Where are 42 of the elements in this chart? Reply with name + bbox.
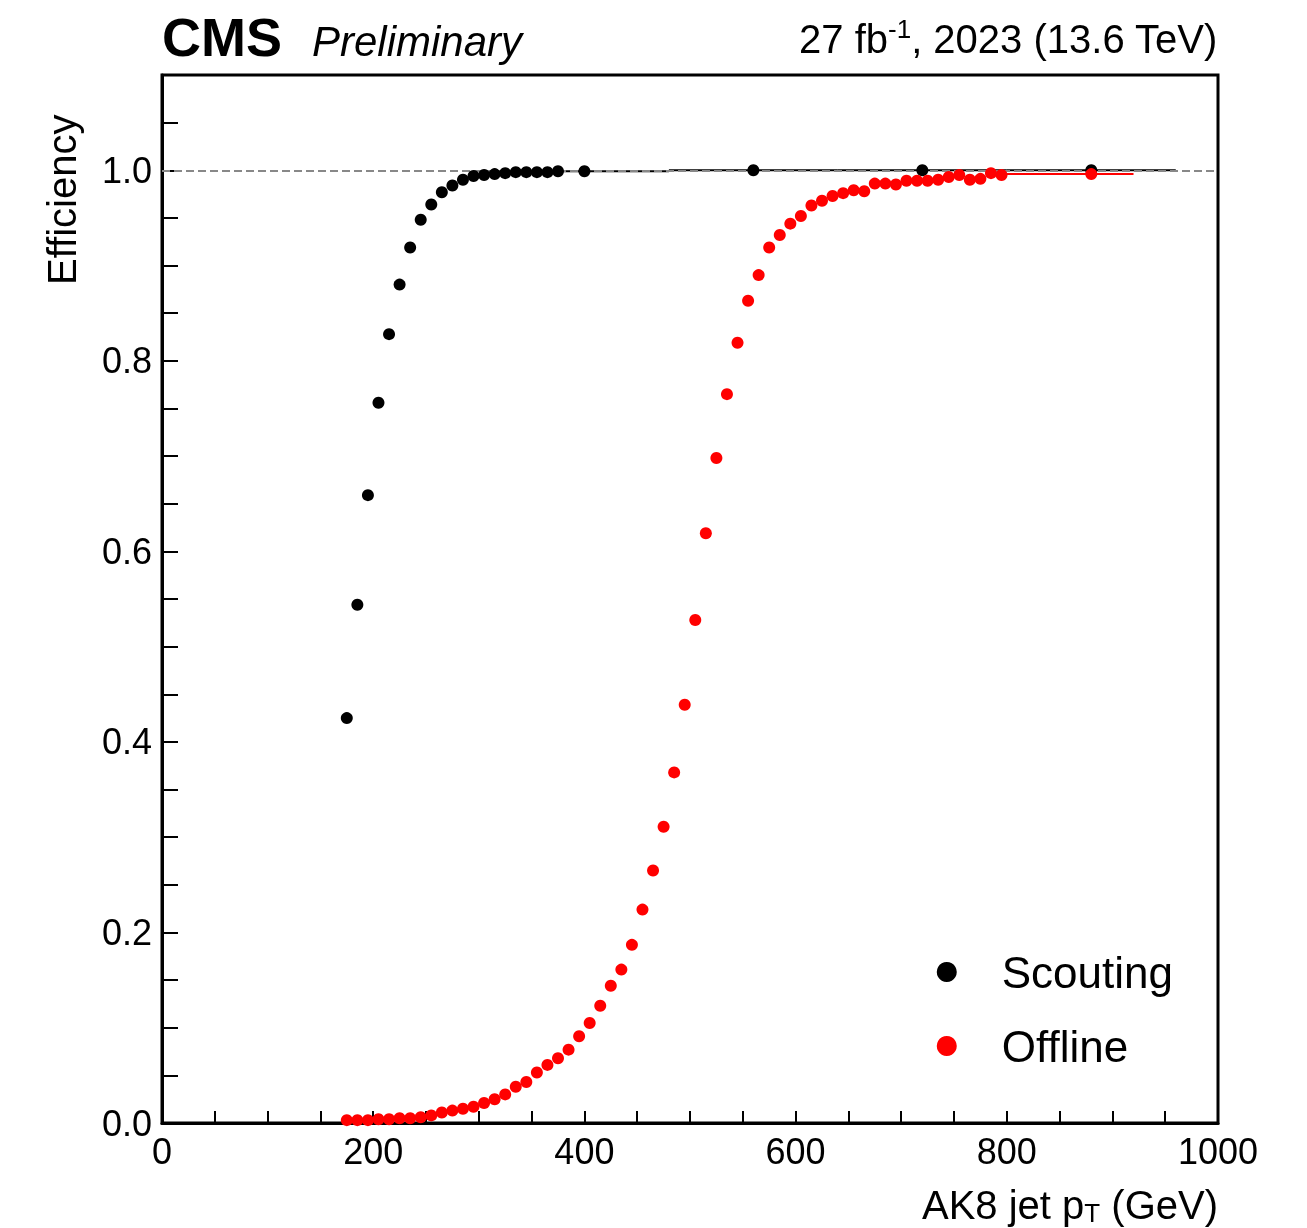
- point: [488, 168, 501, 181]
- x-tick-label: 1000: [1177, 1130, 1259, 1172]
- x-tick-label: 0: [151, 1130, 173, 1172]
- y-tick-label: 0.6: [101, 530, 152, 572]
- point: [520, 166, 533, 179]
- y-tick-label: 0.2: [101, 911, 152, 953]
- point: [530, 166, 543, 179]
- chart-subtitle: Preliminary: [312, 17, 526, 65]
- x-axis-title: AK8 jet pT (GeV): [922, 1183, 1218, 1228]
- point: [478, 169, 491, 182]
- point: [446, 179, 459, 192]
- legend-label: Offline: [1001, 1021, 1129, 1071]
- point: [372, 396, 385, 409]
- point: [541, 166, 554, 179]
- x-tick-label: 600: [765, 1130, 826, 1172]
- point: [509, 166, 522, 179]
- point: [414, 213, 427, 226]
- point: [467, 169, 480, 182]
- y-tick-label: 0.8: [101, 340, 152, 382]
- point: [340, 712, 353, 725]
- y-axis-title: Efficiency: [40, 114, 84, 285]
- point: [393, 278, 406, 291]
- point: [435, 186, 448, 199]
- point: [404, 241, 417, 254]
- point: [552, 165, 564, 178]
- point: [425, 198, 438, 211]
- point: [916, 164, 929, 177]
- point: [456, 173, 469, 186]
- chart-title: CMS: [162, 7, 282, 67]
- point: [499, 167, 512, 180]
- point: [578, 165, 591, 178]
- point: [383, 328, 396, 341]
- x-tick-label: 200: [343, 1130, 404, 1172]
- y-tick-label: 1.0: [101, 149, 152, 191]
- point: [351, 598, 364, 611]
- y-tick-label: 0.4: [101, 721, 152, 763]
- point: [361, 489, 374, 502]
- point: [747, 164, 760, 177]
- x-tick-label: 400: [554, 1130, 615, 1172]
- y-tick-label: 0.0: [101, 1102, 152, 1144]
- legend-label: Scouting: [1001, 947, 1173, 997]
- x-tick-label: 800: [976, 1130, 1037, 1172]
